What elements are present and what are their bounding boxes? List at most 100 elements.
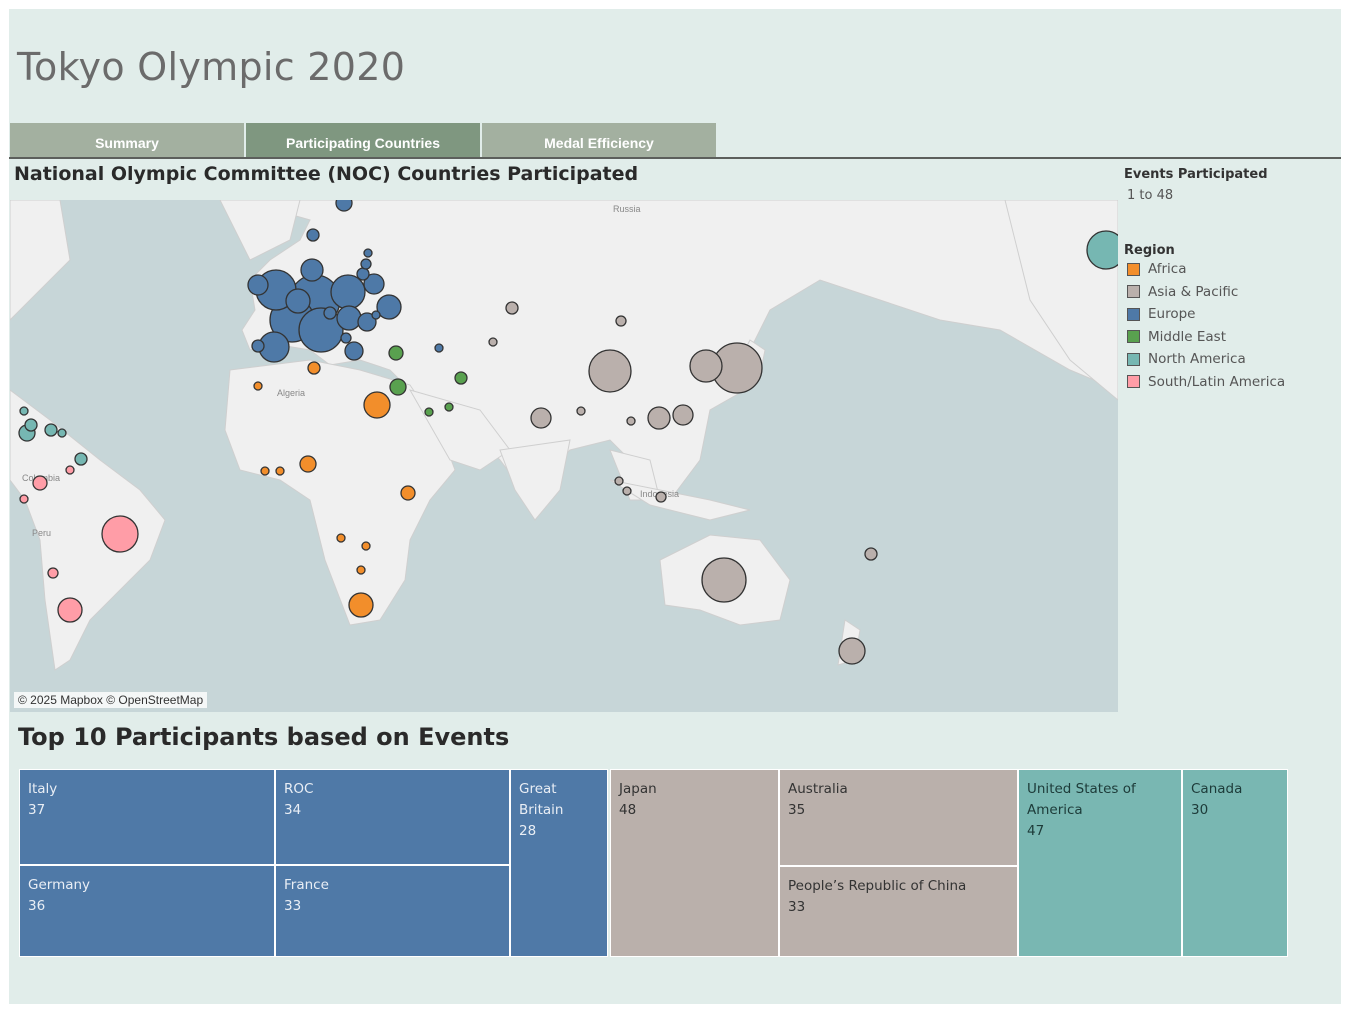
country-bubble[interactable] xyxy=(65,465,75,475)
country-bubble[interactable] xyxy=(1086,230,1118,270)
legend-item-north-america[interactable]: North America xyxy=(1124,348,1334,371)
country-bubble[interactable] xyxy=(655,491,667,503)
swatch-africa xyxy=(1127,262,1140,276)
country-bubble[interactable] xyxy=(323,306,337,320)
country-bubble[interactable] xyxy=(24,418,38,432)
country-bubble[interactable] xyxy=(400,485,416,501)
country-bubble[interactable] xyxy=(376,294,402,320)
country-bubble[interactable] xyxy=(306,228,320,242)
country-bubble[interactable] xyxy=(838,637,866,665)
country-bubble[interactable] xyxy=(57,428,67,438)
country-bubble[interactable] xyxy=(361,541,371,551)
legend: Events Participated 1 to 48 Region Afric… xyxy=(1124,167,1334,393)
country-bubble[interactable] xyxy=(424,407,434,417)
country-bubble[interactable] xyxy=(275,466,285,476)
country-bubble[interactable] xyxy=(340,332,352,344)
map-canvas[interactable]: Russia Algeria Indonesia Colombia Peru xyxy=(10,200,1118,712)
treemap-cell-italy[interactable]: Italy 37 xyxy=(19,769,275,865)
country-bubble[interactable] xyxy=(336,305,362,331)
country-bubble[interactable] xyxy=(647,406,671,430)
country-bubble[interactable] xyxy=(260,466,270,476)
country-bubble[interactable] xyxy=(689,349,723,383)
country-bubble[interactable] xyxy=(615,315,627,327)
tab-medal-efficiency[interactable]: Medal Efficiency xyxy=(482,123,716,157)
map-title: National Olympic Committee (NOC) Countri… xyxy=(14,163,639,185)
country-bubble[interactable] xyxy=(701,557,747,603)
map-label-peru: Peru xyxy=(32,528,51,538)
country-bubble[interactable] xyxy=(344,341,364,361)
legend-item-south-latin-america[interactable]: South/Latin America xyxy=(1124,371,1334,394)
treemap-cell-canada[interactable]: Canada 30 xyxy=(1182,769,1288,957)
country-bubble[interactable] xyxy=(434,343,444,353)
country-bubble[interactable] xyxy=(622,486,632,496)
country-bubble[interactable] xyxy=(672,404,694,426)
tab-participating-countries[interactable]: Participating Countries xyxy=(246,123,480,157)
treemap-cell-france[interactable]: France 33 xyxy=(275,865,510,957)
treemap-cell-germany[interactable]: Germany 36 xyxy=(19,865,275,957)
country-bubble[interactable] xyxy=(336,533,346,543)
tab-summary[interactable]: Summary xyxy=(10,123,244,157)
country-bubble[interactable] xyxy=(32,475,48,491)
country-bubble[interactable] xyxy=(505,301,519,315)
treemap-cell-china[interactable]: People’s Republic of China 33 xyxy=(779,866,1018,957)
country-bubble[interactable] xyxy=(57,597,83,623)
country-bubble[interactable] xyxy=(371,310,381,320)
top10-treemap: Italy 37 ROC 34 Great Britain 28 Germany… xyxy=(19,769,1288,957)
country-bubble[interactable] xyxy=(626,416,636,426)
country-bubble[interactable] xyxy=(47,567,59,579)
country-bubble[interactable] xyxy=(330,274,366,310)
country-bubble[interactable] xyxy=(576,406,586,416)
country-bubble[interactable] xyxy=(300,258,324,282)
country-bubble[interactable] xyxy=(363,273,385,295)
country-bubble[interactable] xyxy=(588,349,632,393)
treemap-cell-roc[interactable]: ROC 34 xyxy=(275,769,510,865)
country-bubble[interactable] xyxy=(101,515,139,553)
map-attribution[interactable]: © 2025 Mapbox © OpenStreetMap xyxy=(14,692,208,708)
country-bubble[interactable] xyxy=(444,402,454,412)
country-bubble[interactable] xyxy=(247,274,269,296)
country-bubble[interactable] xyxy=(357,312,377,332)
country-bubble[interactable] xyxy=(389,378,407,396)
treemap-cell-japan[interactable]: Japan 48 xyxy=(610,769,779,957)
country-bubble[interactable] xyxy=(454,371,468,385)
country-bubble[interactable] xyxy=(253,381,263,391)
country-bubble[interactable] xyxy=(530,407,552,429)
swatch-europe xyxy=(1127,307,1140,321)
country-bubble[interactable] xyxy=(19,406,29,416)
country-bubble[interactable] xyxy=(356,267,370,281)
country-bubble[interactable] xyxy=(335,200,353,212)
country-bubble[interactable] xyxy=(864,547,878,561)
country-bubble[interactable] xyxy=(363,248,373,258)
cell-value: 35 xyxy=(788,802,806,818)
cell-value: 28 xyxy=(519,823,537,839)
country-bubble[interactable] xyxy=(356,565,366,575)
country-bubble[interactable] xyxy=(251,339,265,353)
legend-item-europe[interactable]: Europe xyxy=(1124,303,1334,326)
cell-value: 33 xyxy=(284,898,302,914)
country-bubble[interactable] xyxy=(488,337,498,347)
country-bubble[interactable] xyxy=(388,345,404,361)
country-bubble[interactable] xyxy=(285,288,311,314)
country-bubble[interactable] xyxy=(299,455,317,473)
country-bubble[interactable] xyxy=(44,423,58,437)
world-map[interactable]: Russia Algeria Indonesia Colombia Peru ©… xyxy=(10,200,1118,712)
treemap-cell-great-britain[interactable]: Great Britain 28 xyxy=(510,769,608,957)
country-bubble[interactable] xyxy=(614,476,624,486)
legend-item-africa[interactable]: Africa xyxy=(1124,258,1334,281)
country-bubble[interactable] xyxy=(74,452,88,466)
country-bubble[interactable] xyxy=(19,494,29,504)
country-bubble[interactable] xyxy=(307,361,321,375)
country-bubble[interactable] xyxy=(348,592,374,618)
swatch-north-america xyxy=(1127,352,1140,366)
cell-value: 30 xyxy=(1191,802,1209,818)
legend-item-middle-east[interactable]: Middle East xyxy=(1124,326,1334,349)
legend-item-asia-pacific[interactable]: Asia & Pacific xyxy=(1124,281,1334,304)
treemap-cell-usa[interactable]: United States of America 47 xyxy=(1018,769,1182,957)
map-label-algeria: Algeria xyxy=(277,388,305,398)
treemap-cell-australia[interactable]: Australia 35 xyxy=(779,769,1018,866)
legend-label: Asia & Pacific xyxy=(1148,283,1239,300)
tab-bar: Summary Participating Countries Medal Ef… xyxy=(10,123,718,157)
country-bubble[interactable] xyxy=(360,258,372,270)
country-bubble[interactable] xyxy=(363,391,391,419)
tab-divider xyxy=(9,157,1341,159)
